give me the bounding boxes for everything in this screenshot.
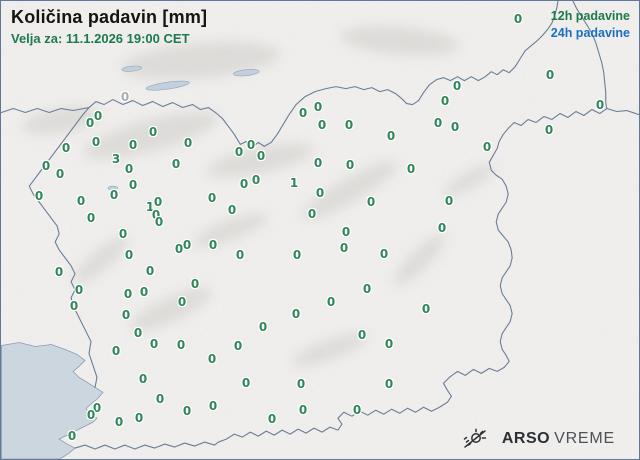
border-italy-austria (1, 106, 90, 114)
border-slovenia-hungary-croatia (213, 1, 608, 446)
arso-branding: ARSO VREME (460, 426, 615, 452)
border-slovenia-italy (28, 106, 98, 388)
border-slovenia-north-east-south (88, 1, 559, 148)
vreme-label: VREME (554, 430, 615, 447)
precip-period-switch: 12h padavine 24h padavine (551, 8, 630, 42)
arso-vreme-wordmark: ARSO VREME (502, 430, 615, 448)
arso-label: ARSO (501, 430, 551, 447)
lakes (107, 65, 260, 191)
sun-rain-icon (463, 428, 487, 448)
map-header: Količina padavin [mm] Velja za: 11.1.202… (11, 7, 207, 46)
legend-12h-link[interactable]: 12h padavine (550, 9, 630, 23)
page-title: Količina padavin [mm] (11, 7, 208, 27)
valid-time-label: Velja za: 11.1.2026 19:00 CET (11, 31, 190, 46)
border-istria-croatia (74, 441, 216, 450)
adriatic-sea (1, 342, 104, 459)
legend-24h-link[interactable]: 24h padavine (550, 26, 630, 40)
border-croatia-hungary (606, 107, 639, 116)
